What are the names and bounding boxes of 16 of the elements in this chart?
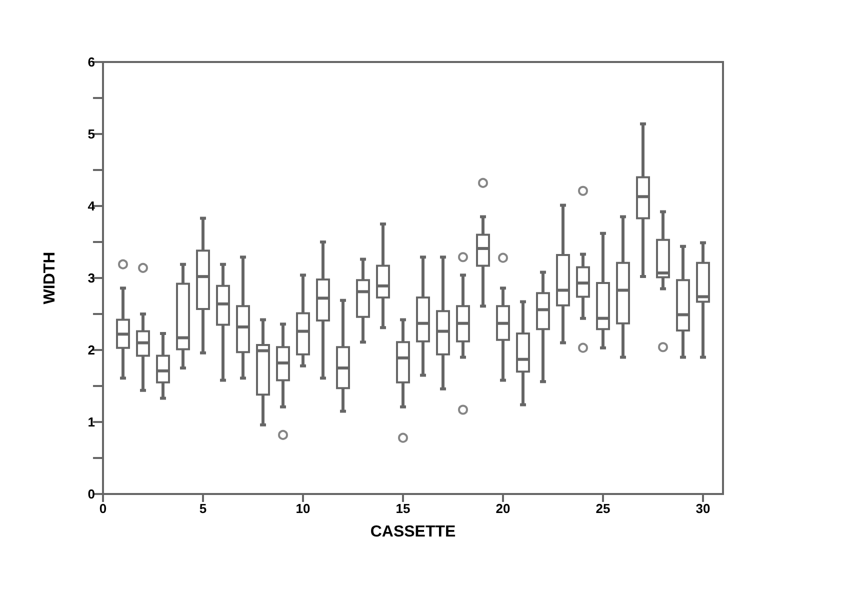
x-tick-label: 0 — [99, 501, 107, 516]
y-tick-label: 4 — [88, 198, 96, 214]
y-tick-label: 0 — [88, 486, 95, 502]
x-tick-label: 30 — [696, 501, 710, 516]
x-tick-label: 20 — [496, 501, 510, 516]
y-tick-label: 3 — [88, 270, 95, 286]
y-tick-label: 5 — [88, 126, 95, 142]
y-tick-label: 1 — [88, 414, 95, 430]
y-tick-label: 2 — [88, 342, 95, 358]
y-axis-title: WIDTH — [42, 252, 58, 304]
y-tick-label: 6 — [88, 54, 95, 70]
x-tick-label: 10 — [296, 501, 310, 516]
x-tick-label: 25 — [596, 501, 610, 516]
x-tick-label: 15 — [396, 501, 410, 516]
x-axis-title: CASSETTE — [370, 524, 456, 540]
x-tick-label: 5 — [199, 501, 207, 516]
